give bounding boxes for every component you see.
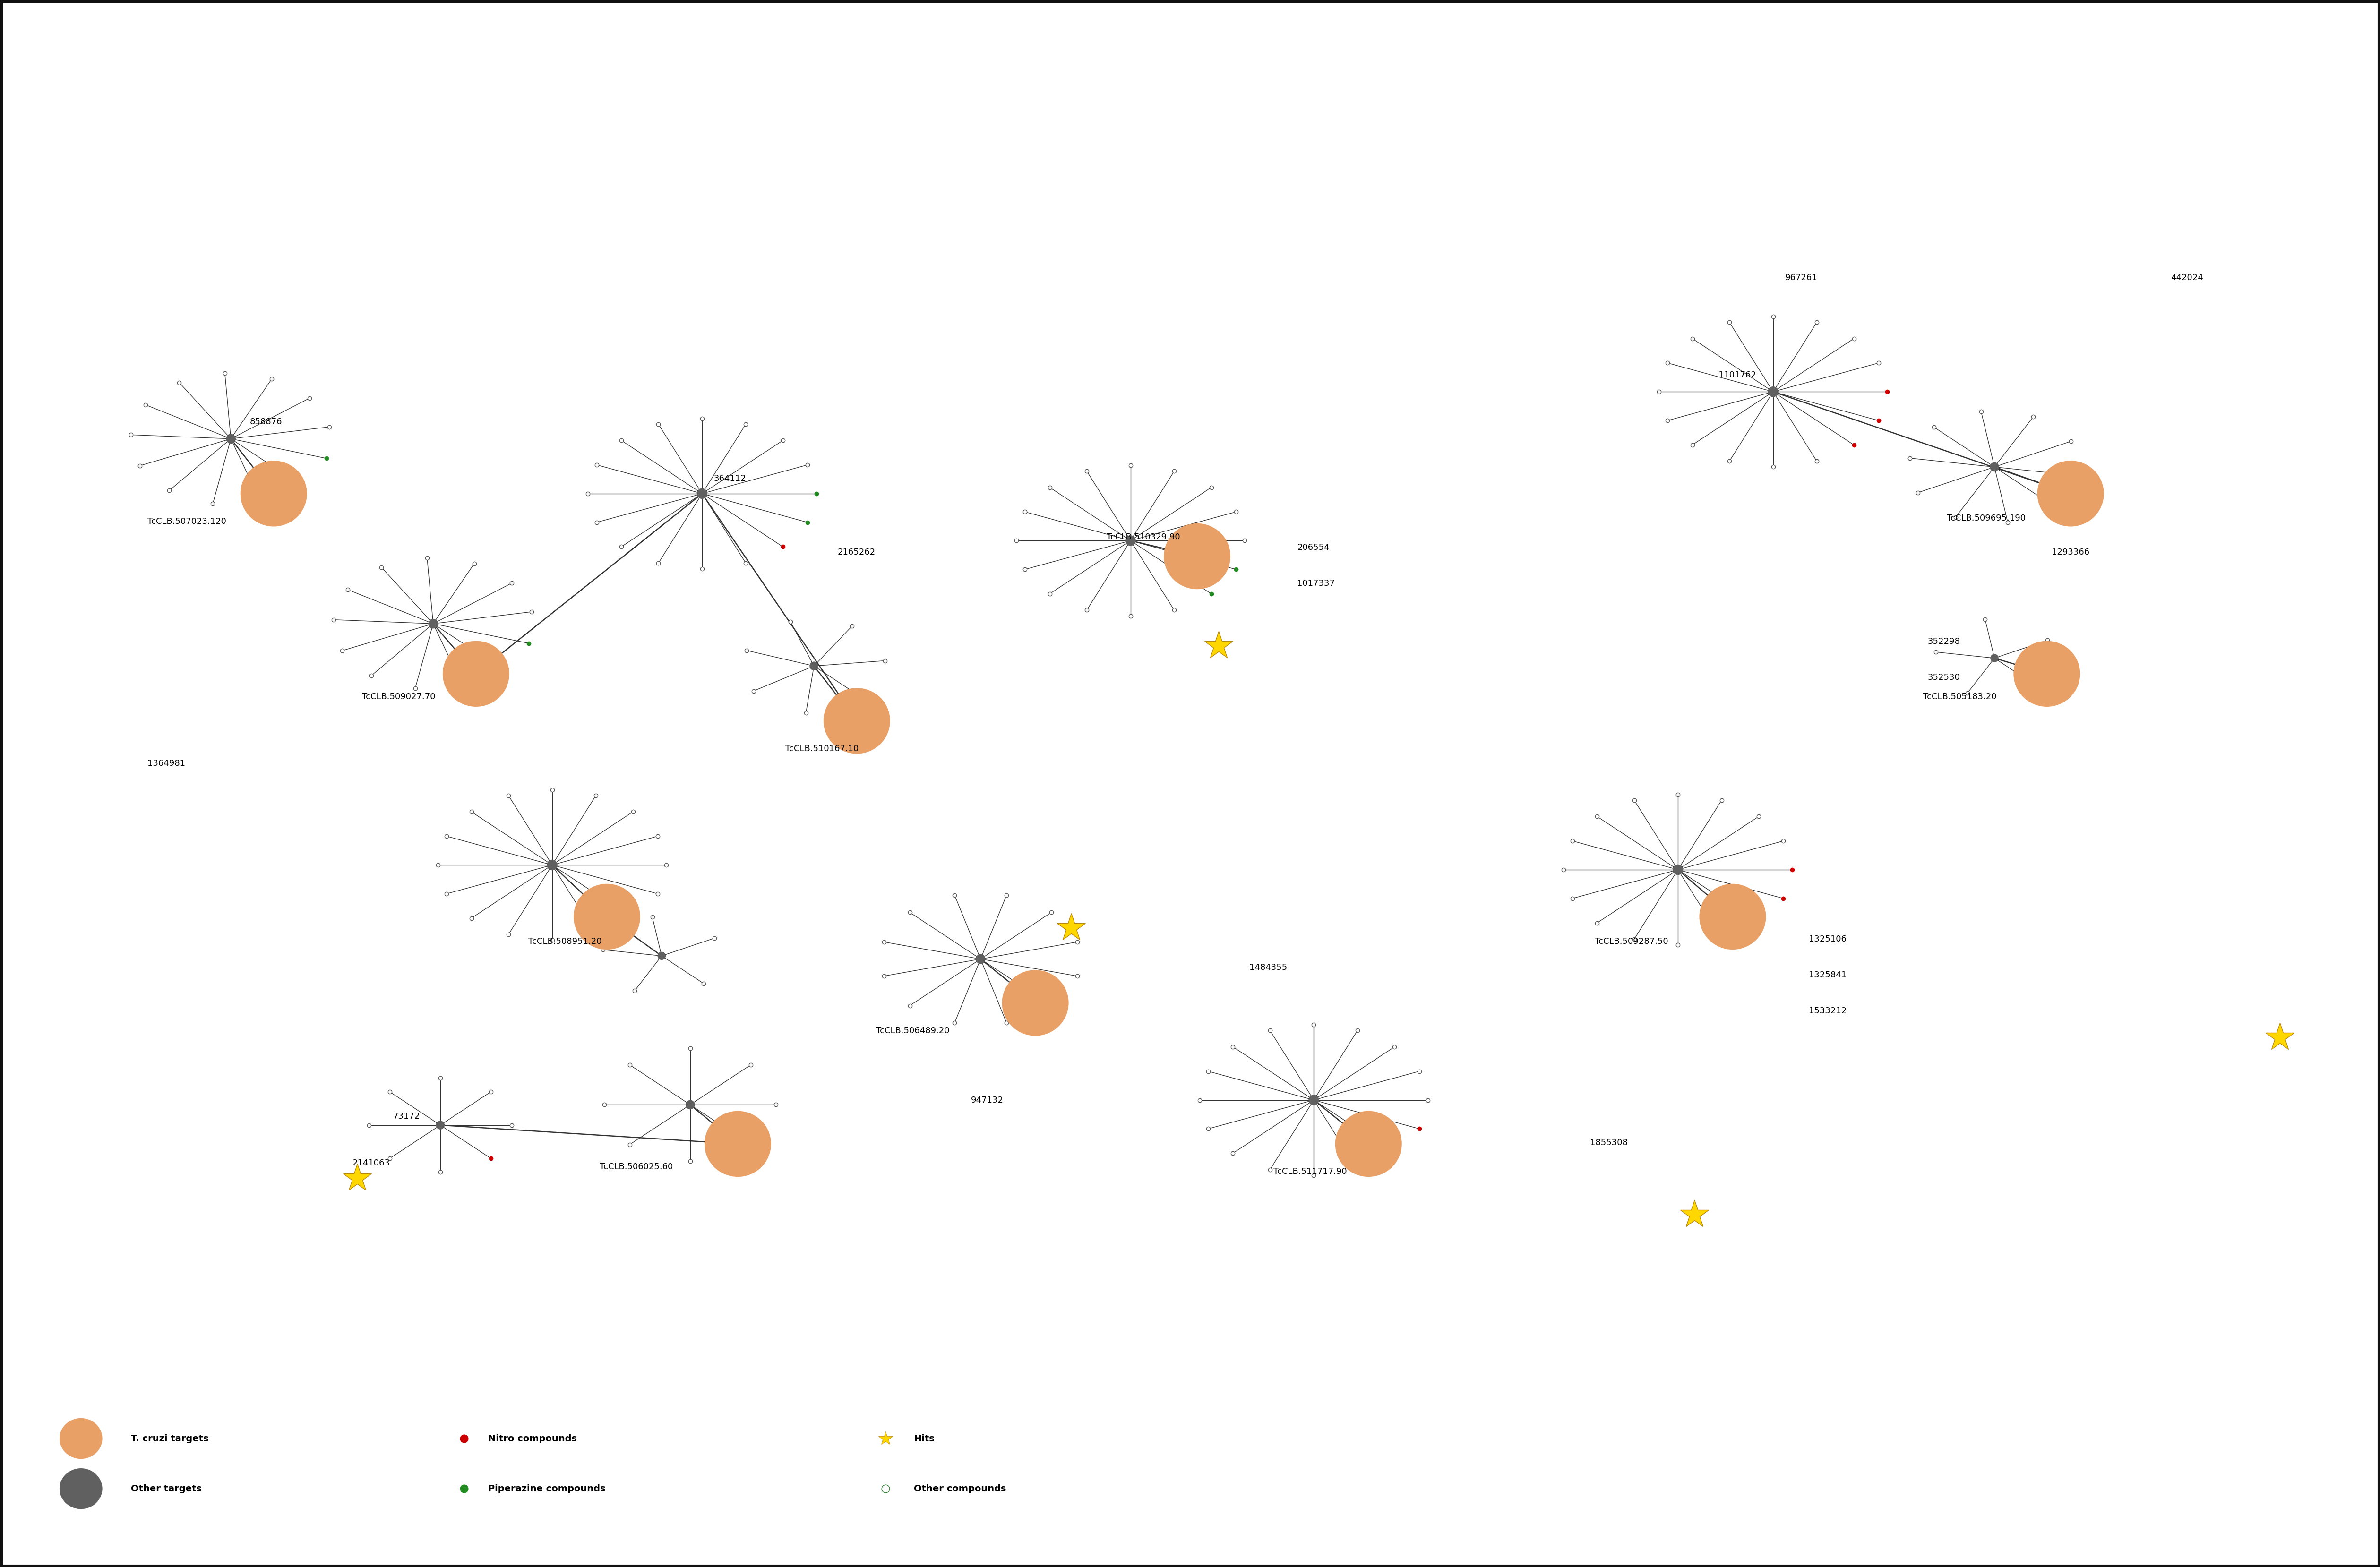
Text: 1101762: 1101762 xyxy=(1718,371,1756,379)
Point xyxy=(1659,857,1697,882)
Text: 364112: 364112 xyxy=(714,475,747,483)
Text: 206554: 206554 xyxy=(1297,544,1330,552)
Point xyxy=(414,611,452,636)
Text: 1364981: 1364981 xyxy=(148,760,186,768)
Text: TcCLB.506025.60: TcCLB.506025.60 xyxy=(600,1163,674,1171)
Text: 1533212: 1533212 xyxy=(1809,1008,1847,1015)
Text: Other compounds: Other compounds xyxy=(914,1484,1007,1493)
Text: Hits: Hits xyxy=(914,1434,935,1443)
Ellipse shape xyxy=(1699,884,1766,950)
Point xyxy=(1975,646,2013,671)
Text: TcCLB.506489.20: TcCLB.506489.20 xyxy=(876,1026,950,1034)
Ellipse shape xyxy=(1335,1111,1402,1177)
Point xyxy=(671,1092,709,1117)
Point xyxy=(1975,454,2013,480)
Ellipse shape xyxy=(2037,461,2104,527)
Text: TcCLB.508951.20: TcCLB.508951.20 xyxy=(528,937,602,945)
Text: 2165262: 2165262 xyxy=(838,548,876,556)
Text: 2141063: 2141063 xyxy=(352,1160,390,1167)
Text: 1484355: 1484355 xyxy=(1250,964,1288,972)
Ellipse shape xyxy=(823,688,890,754)
Ellipse shape xyxy=(443,641,509,707)
Ellipse shape xyxy=(2013,641,2080,707)
Text: 947132: 947132 xyxy=(971,1097,1004,1105)
Text: 1325106: 1325106 xyxy=(1809,935,1847,943)
Text: TcCLB.509027.70: TcCLB.509027.70 xyxy=(362,693,436,700)
Text: 352530: 352530 xyxy=(1928,674,1961,682)
Point xyxy=(1111,528,1150,553)
Ellipse shape xyxy=(240,461,307,527)
Ellipse shape xyxy=(574,884,640,950)
Ellipse shape xyxy=(1164,523,1230,589)
Text: 1293366: 1293366 xyxy=(2052,548,2090,556)
Text: 1855308: 1855308 xyxy=(1590,1139,1628,1147)
Ellipse shape xyxy=(60,1468,102,1509)
Text: 352298: 352298 xyxy=(1928,638,1961,646)
Text: 1017337: 1017337 xyxy=(1297,580,1335,588)
Point xyxy=(212,426,250,451)
Point xyxy=(795,653,833,679)
Point xyxy=(962,946,1000,972)
Point xyxy=(643,943,681,968)
Text: TcCLB.510329.90: TcCLB.510329.90 xyxy=(1107,533,1180,541)
Point xyxy=(683,481,721,506)
Point xyxy=(533,852,571,878)
Text: T. cruzi targets: T. cruzi targets xyxy=(131,1434,209,1443)
Point xyxy=(1295,1087,1333,1113)
Text: TcCLB.507023.120: TcCLB.507023.120 xyxy=(148,517,226,525)
Point xyxy=(1754,379,1792,404)
Ellipse shape xyxy=(704,1111,771,1177)
Text: Piperazine compounds: Piperazine compounds xyxy=(488,1484,605,1493)
Ellipse shape xyxy=(60,1418,102,1459)
Point xyxy=(421,1113,459,1138)
Text: Other targets: Other targets xyxy=(131,1484,202,1493)
Text: TcCLB.505183.20: TcCLB.505183.20 xyxy=(1923,693,1997,700)
Text: TcCLB.511717.90: TcCLB.511717.90 xyxy=(1273,1167,1347,1175)
Text: TcCLB.509287.50: TcCLB.509287.50 xyxy=(1595,937,1668,945)
Text: 73172: 73172 xyxy=(393,1113,419,1120)
Text: 967261: 967261 xyxy=(1785,274,1818,282)
Text: 1325841: 1325841 xyxy=(1809,972,1847,979)
Ellipse shape xyxy=(1002,970,1069,1036)
Text: 442024: 442024 xyxy=(2171,274,2204,282)
Text: 858876: 858876 xyxy=(250,418,283,426)
Text: TcCLB.510167.10: TcCLB.510167.10 xyxy=(785,744,859,752)
Text: TcCLB.509695.190: TcCLB.509695.190 xyxy=(1947,514,2025,522)
Text: Nitro compounds: Nitro compounds xyxy=(488,1434,576,1443)
